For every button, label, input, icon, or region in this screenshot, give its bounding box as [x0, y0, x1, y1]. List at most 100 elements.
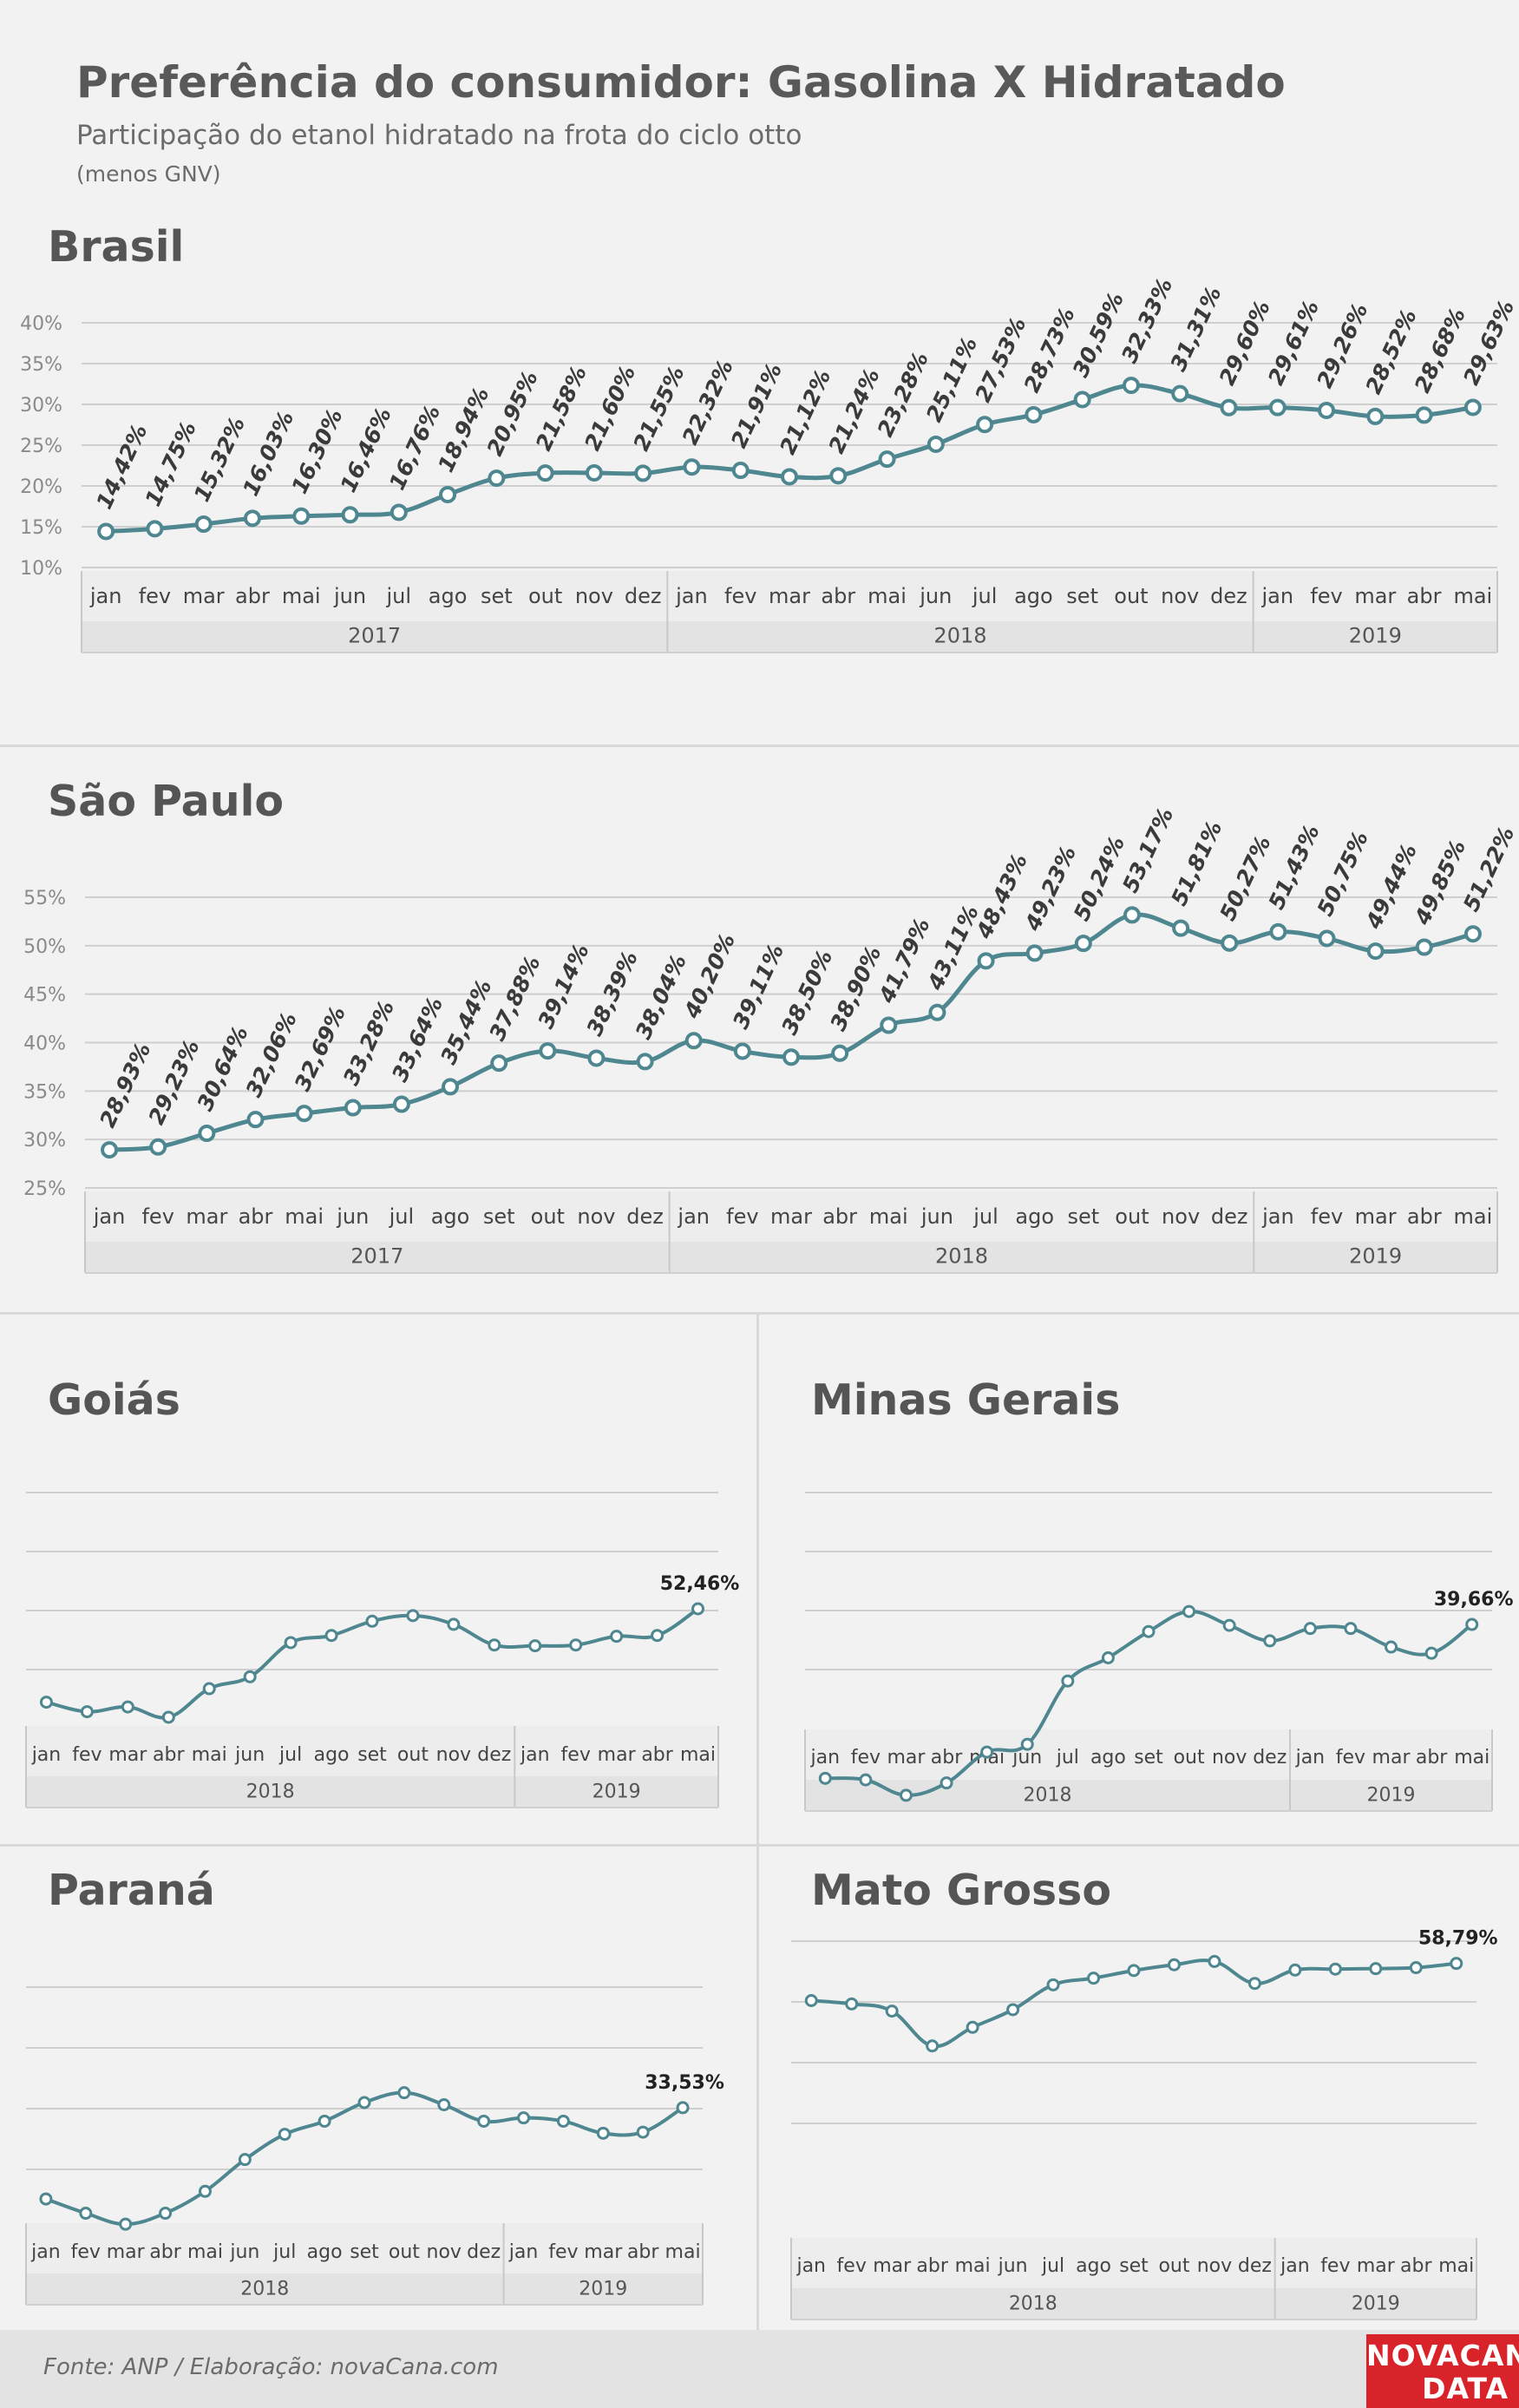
data-point — [1046, 1978, 1060, 1991]
x-tick-label: mai — [192, 1744, 227, 1766]
x-tick-label: ago — [1015, 1204, 1054, 1229]
data-point — [1366, 942, 1385, 961]
data-label: 49,23% — [1019, 842, 1081, 935]
section-divider — [0, 1312, 1519, 1315]
x-tick-label: nov — [1212, 1747, 1247, 1768]
data-point — [80, 1705, 94, 1719]
x-tick-label: mar — [186, 1204, 227, 1229]
x-tick-label: mar — [108, 1744, 147, 1766]
data-point — [885, 2004, 899, 2018]
series-line — [45, 2090, 684, 2227]
x-tick-label: fev — [139, 584, 171, 608]
data-point — [1344, 1622, 1358, 1636]
data-point — [1409, 1961, 1423, 1975]
x-tick-label: dez — [625, 584, 662, 608]
x-tick-label: nov — [577, 1204, 615, 1229]
y-tick-label: 20% — [20, 476, 62, 498]
x-tick-label: mai — [1453, 584, 1492, 608]
year-label: 2019 — [579, 2278, 627, 2300]
data-point — [119, 2217, 133, 2231]
footer-source: Fonte: ANP / Elaboração: novaCana.com — [43, 2354, 499, 2380]
page-note: (menos GNV) — [76, 161, 221, 187]
data-point — [1025, 944, 1044, 962]
year-label: 2017 — [348, 623, 401, 647]
footer: Fonte: ANP / Elaboração: novaCana.com — [0, 2330, 1519, 2408]
data-point — [146, 520, 164, 538]
data-label: 35,44% — [435, 975, 496, 1068]
y-tick-label: 25% — [23, 1178, 66, 1200]
data-point — [880, 1016, 898, 1034]
data-label: 53,17% — [1117, 804, 1178, 896]
year-band — [82, 621, 1497, 653]
x-tick-label: abr — [641, 1744, 673, 1766]
data-point — [926, 2039, 940, 2053]
data-point — [684, 1032, 703, 1050]
x-tick-label: mar — [1357, 2255, 1396, 2277]
data-point — [1122, 377, 1140, 395]
data-label: 51,81% — [1166, 817, 1227, 910]
x-tick-label: abr — [1407, 584, 1442, 608]
data-label: 29,63% — [1458, 296, 1519, 389]
data-point — [977, 952, 995, 970]
data-point — [1415, 406, 1433, 424]
data-point — [447, 1617, 461, 1631]
data-point — [569, 1638, 583, 1652]
data-label: 39,11% — [728, 940, 789, 1033]
year-band — [85, 1242, 1497, 1273]
data-point — [1247, 1977, 1261, 1991]
y-tick-label: 30% — [23, 1130, 66, 1152]
x-tick-label: mar — [1372, 1747, 1411, 1768]
novacana-logo: NOVACANA DATA — [1366, 2334, 1519, 2408]
x-tick-label: set — [1134, 1747, 1163, 1768]
x-tick-label: set — [1067, 1204, 1099, 1229]
section-divider — [0, 1844, 1519, 1847]
data-label: 30,64% — [192, 1022, 252, 1115]
data-point — [295, 1105, 313, 1123]
data-point — [691, 1602, 705, 1616]
x-tick-label: fev — [1310, 584, 1342, 608]
x-tick-label: mai — [1438, 2255, 1474, 2277]
data-label: 23,28% — [873, 348, 933, 441]
year-label: 2018 — [1009, 2293, 1057, 2314]
data-point — [397, 2086, 411, 2100]
data-point — [1167, 1958, 1181, 1972]
data-point — [1463, 398, 1482, 417]
x-tick-label: dez — [1253, 1747, 1287, 1768]
x-tick-label: jan — [508, 2241, 539, 2263]
data-label: 39,14% — [533, 940, 593, 1033]
data-point — [1318, 401, 1336, 419]
y-tick-label: 10% — [20, 558, 62, 580]
data-point — [1220, 398, 1238, 417]
data-point — [292, 507, 311, 525]
y-tick-label: 15% — [20, 517, 62, 539]
data-label: 37,88% — [484, 952, 545, 1045]
x-tick-label: jan — [520, 1744, 550, 1766]
data-point — [477, 2114, 491, 2128]
data-point — [1171, 384, 1189, 403]
data-point — [926, 435, 945, 453]
x-tick-label: abr — [821, 584, 855, 608]
x-tick-label: mar — [107, 2241, 146, 2263]
year-label: 2018 — [246, 1781, 295, 1802]
data-point — [556, 2114, 570, 2128]
data-point — [442, 1078, 460, 1096]
y-tick-label: 40% — [23, 1033, 66, 1055]
x-tick-label: set — [350, 2241, 379, 2263]
x-tick-label: jun — [234, 1744, 265, 1766]
data-point — [845, 1997, 859, 2011]
data-point — [940, 1776, 953, 1790]
year-label: 2019 — [1352, 2293, 1400, 2314]
x-tick-label: mai — [665, 2241, 701, 2263]
last-value-label: 33,53% — [645, 2072, 724, 2094]
year-label: 2019 — [593, 1781, 641, 1802]
x-tick-label: jan — [810, 1747, 841, 1768]
x-tick-label: out — [1115, 1204, 1149, 1229]
x-tick-label: mar — [770, 1204, 812, 1229]
data-point — [1268, 398, 1287, 417]
data-label: 43,11% — [922, 902, 984, 995]
x-tick-label: jan — [677, 1204, 710, 1229]
x-tick-label: abr — [149, 2241, 181, 2263]
data-point — [1415, 938, 1433, 956]
data-label: 31,31% — [1165, 283, 1226, 376]
chart-title-matogrosso: Mato Grosso — [811, 1866, 1112, 1915]
